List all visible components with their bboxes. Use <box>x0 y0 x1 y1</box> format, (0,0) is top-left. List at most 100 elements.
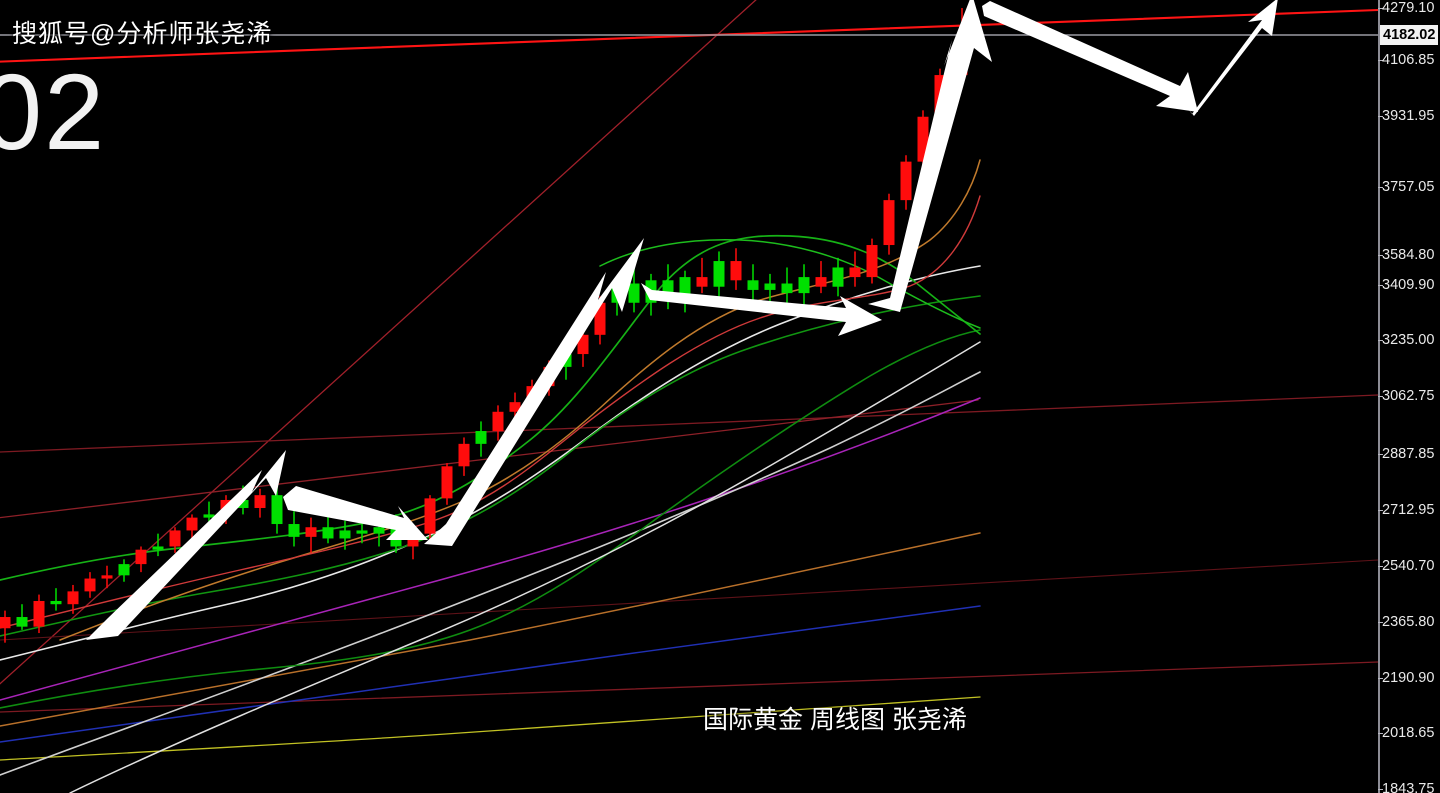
candle-body[interactable] <box>50 600 62 605</box>
candle-body[interactable] <box>781 283 793 294</box>
forecast-arrow-group <box>982 0 1278 116</box>
candle-body[interactable] <box>118 564 130 576</box>
trendline-upper-channel-bright-red <box>0 8 1378 63</box>
candle-body[interactable] <box>33 600 45 627</box>
ma-white-slow <box>0 371 981 776</box>
candle-body[interactable] <box>798 277 810 294</box>
axis-tick-mark <box>1378 454 1383 455</box>
candle-body[interactable] <box>475 431 487 444</box>
candle-body[interactable] <box>577 334 589 355</box>
price-axis[interactable]: 4279.10 4106.85 3931.95 3757.05 3584.80 3409.… <box>1378 0 1440 793</box>
candle-body[interactable] <box>339 530 351 539</box>
candle-body[interactable] <box>322 527 334 539</box>
candle-body[interactable] <box>883 200 895 246</box>
rally-arrow-3 <box>868 0 992 312</box>
ma-green-mid <box>0 295 981 637</box>
candle-body[interactable] <box>764 283 776 290</box>
axis-tick-label: 3757.05 <box>1382 179 1435 195</box>
trendline-group <box>0 0 1378 713</box>
axis-tick-mark <box>1378 340 1383 341</box>
candle-body[interactable] <box>713 261 725 287</box>
candle-body[interactable] <box>305 527 317 537</box>
axis-tick-label: 4279.10 <box>1382 0 1435 16</box>
ma-white-lower-long <box>69 341 981 793</box>
candle-body[interactable] <box>917 116 929 162</box>
candle-body[interactable] <box>441 466 453 499</box>
axis-tick-mark <box>1378 116 1383 117</box>
annotation-arrow-group <box>86 0 992 640</box>
trendline-inner-red-rising <box>0 399 979 519</box>
axis-tick-label: 2887.85 <box>1382 446 1435 462</box>
candle-body[interactable] <box>169 530 181 547</box>
candle-body[interactable] <box>288 524 300 537</box>
axis-tick-label: 3584.80 <box>1382 247 1435 263</box>
candle-body[interactable] <box>186 517 198 531</box>
forecast-up-arrow <box>1186 0 1278 116</box>
candle-body[interactable] <box>101 575 113 579</box>
candle-body[interactable] <box>16 617 28 627</box>
axis-tick-label: 3062.75 <box>1382 388 1435 404</box>
axis-tick-label: 3235.00 <box>1382 332 1435 348</box>
candle-body[interactable] <box>84 578 96 592</box>
candle-body[interactable] <box>492 411 504 432</box>
ma-purple <box>0 397 981 701</box>
axis-tick-label: 1843.75 <box>1382 781 1435 793</box>
watermark-big-number: 02 <box>0 51 107 172</box>
axis-tick-label: 3409.90 <box>1382 277 1435 293</box>
axis-tick-label: 4106.85 <box>1382 52 1435 68</box>
chart-plot-area[interactable] <box>0 0 1378 793</box>
moving-average-group <box>0 159 981 793</box>
candle-body[interactable] <box>747 280 759 290</box>
candle-body[interactable] <box>407 533 419 547</box>
ma-green-fast-upper <box>599 238 981 329</box>
axis-tick-mark <box>1378 8 1383 9</box>
chart-caption: 国际黄金 周线图 张尧浠 <box>703 706 967 734</box>
axis-tick-mark <box>1378 566 1383 567</box>
candle-body[interactable] <box>849 267 861 278</box>
candle-body[interactable] <box>866 245 878 278</box>
candle-body[interactable] <box>662 280 674 300</box>
candle-body[interactable] <box>815 277 827 287</box>
axis-tick-mark <box>1378 510 1383 511</box>
candle-body[interactable] <box>594 302 606 335</box>
axis-tick-label: 2018.65 <box>1382 725 1435 741</box>
candle-body[interactable] <box>730 261 742 281</box>
trendline-steep-red-diagonal <box>0 0 757 685</box>
axis-tick-mark <box>1378 622 1383 623</box>
candle-body[interactable] <box>458 443 470 467</box>
candle-body[interactable] <box>135 549 147 565</box>
axis-tick-mark <box>1378 255 1383 256</box>
candle-body[interactable] <box>67 591 79 605</box>
candle-body[interactable] <box>373 527 385 534</box>
axis-tick-mark <box>1378 678 1383 679</box>
trendline-mid-channel-dark-red <box>0 394 1378 453</box>
candle-body[interactable] <box>696 277 708 287</box>
trendline-lower-channel-dark-red <box>0 661 1378 713</box>
ma-orange <box>0 532 981 727</box>
candle-body[interactable] <box>203 514 215 518</box>
candle-body[interactable] <box>237 499 249 508</box>
axis-tick-label: 2190.90 <box>1382 670 1435 686</box>
candle-body[interactable] <box>254 495 266 508</box>
candle-body[interactable] <box>271 495 283 525</box>
axis-tick-mark <box>1378 733 1383 734</box>
candle-body[interactable] <box>0 617 11 629</box>
axis-tick-mark <box>1378 60 1383 61</box>
axis-tick-mark <box>1378 396 1383 397</box>
current-price-tag[interactable]: 4182.02 <box>1380 25 1439 45</box>
candle-body[interactable] <box>152 546 164 550</box>
axis-tick-label: 2712.95 <box>1382 502 1435 518</box>
candle-body[interactable] <box>509 402 521 412</box>
candle-body[interactable] <box>628 283 640 303</box>
trendline-secondary-dark-red <box>0 559 1378 641</box>
axis-tick-label: 2365.80 <box>1382 614 1435 630</box>
candle-body[interactable] <box>356 530 368 534</box>
candle-body[interactable] <box>832 267 844 287</box>
candle-body[interactable] <box>424 498 436 534</box>
sideways-arrow <box>641 283 882 336</box>
axis-tick-label: 3931.95 <box>1382 108 1435 124</box>
axis-tick-mark <box>1378 187 1383 188</box>
candle-body[interactable] <box>900 161 912 201</box>
candle-body[interactable] <box>679 277 691 300</box>
